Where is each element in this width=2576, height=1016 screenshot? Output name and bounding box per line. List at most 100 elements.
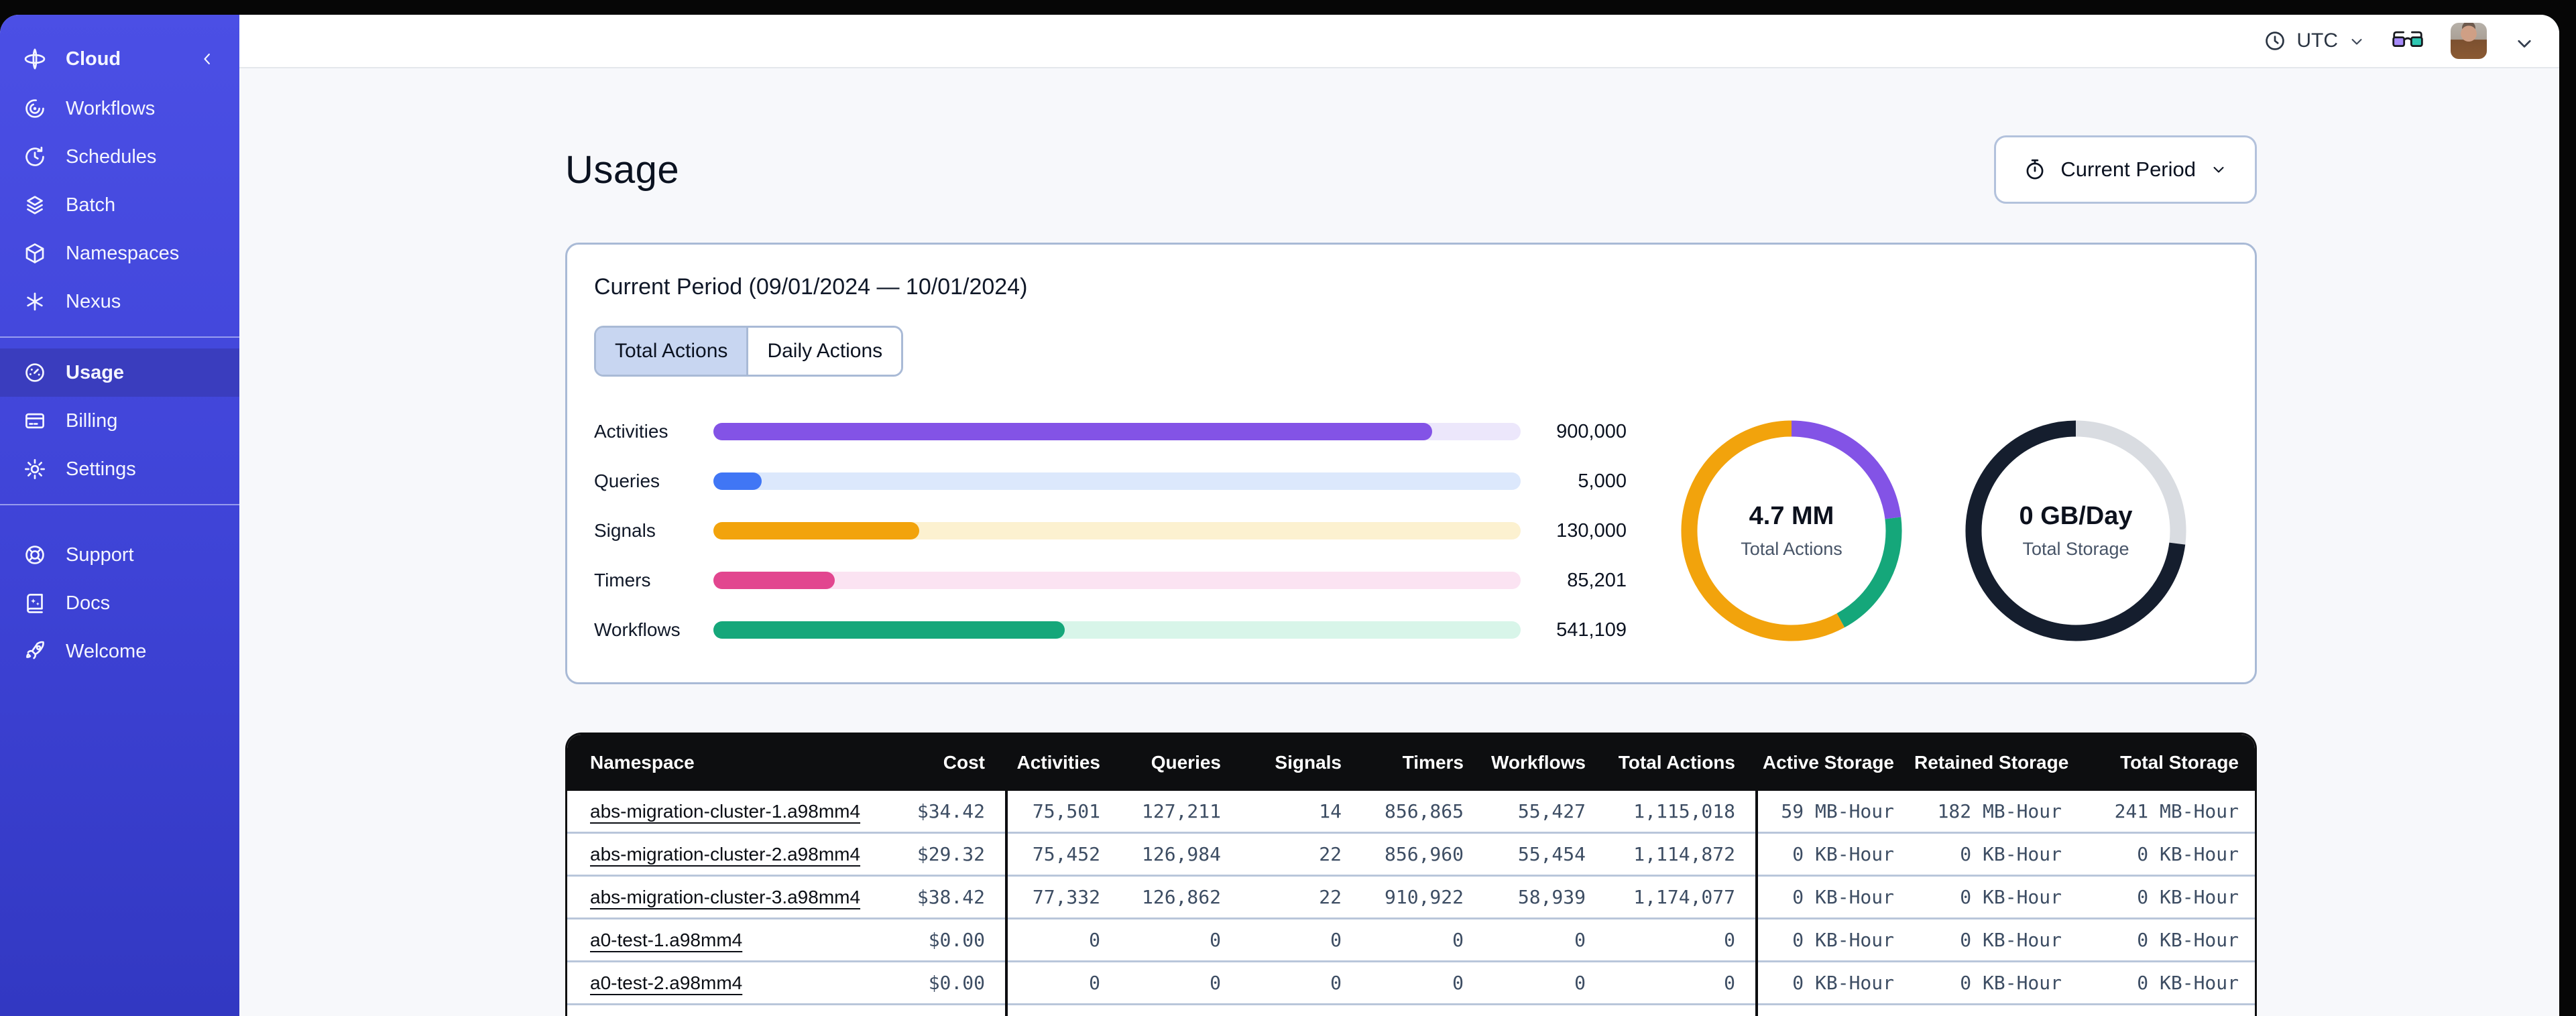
account-menu-chevron-icon <box>2518 40 2531 48</box>
sidebar-item-batch[interactable]: Batch <box>0 181 239 229</box>
page-title: Usage <box>565 147 680 192</box>
value-cell: 0 KB-Hour <box>2082 875 2255 919</box>
value-cell: 0 KB-Hour <box>1914 917 2082 962</box>
sidebar-item-label: Usage <box>66 361 125 383</box>
sidebar-brand-cloud[interactable]: Cloud <box>0 35 239 83</box>
chevron-down-icon <box>2209 160 2228 179</box>
namespace-link[interactable]: bk-worker-test.a98mm4 <box>590 1015 787 1016</box>
sidebar-item-nexus[interactable]: Nexus <box>0 277 239 326</box>
value-cell: 0 <box>1241 917 1362 962</box>
value-cell: 856,960 <box>1362 832 1484 876</box>
sidebar-item-billing[interactable]: Billing <box>0 397 239 445</box>
value-cell: 1 <box>1606 1003 1757 1016</box>
value-cell: 75,452 <box>1005 832 1120 876</box>
column-header-total-storage: Total Storage <box>2082 735 2255 791</box>
sidebar-collapse-button[interactable] <box>198 50 217 68</box>
value-cell: 0 <box>1120 1003 1241 1016</box>
bar-value: 900,000 <box>1556 420 1627 442</box>
column-header-cost: Cost <box>889 735 1006 791</box>
chevron-down-icon <box>2347 32 2365 50</box>
bar-row-signals: Signals 130,000 <box>594 519 1627 543</box>
sidebar-item-usage[interactable]: Usage <box>0 348 239 397</box>
card-title: Current Period (09/01/2024 — 10/01/2024) <box>594 274 1028 300</box>
sidebar-item-namespaces[interactable]: Namespaces <box>0 229 239 277</box>
value-cell: 856,865 <box>1384 800 1464 822</box>
value-cell: 77,332 <box>1005 875 1120 919</box>
bar-value: 85,201 <box>1567 569 1627 591</box>
bar-row-activities: Activities 900,000 <box>594 420 1627 444</box>
sidebar-item-support[interactable]: Support <box>0 531 239 579</box>
value-cell: 0 KB-Hour <box>1914 1003 2082 1016</box>
sidebar-item-workflows[interactable]: Workflows <box>0 84 239 133</box>
sidebar-item-label: Docs <box>66 592 111 614</box>
batch-icon <box>27 196 43 214</box>
donut-segment-signals <box>1681 420 1902 641</box>
nexus-icon <box>27 292 43 311</box>
value-cell: $0.00 <box>889 960 1006 1005</box>
bar-track <box>713 621 1521 639</box>
tab-total-actions[interactable]: Total Actions <box>596 328 747 375</box>
usage-bar-chart: Activities 900,000 Queries 5,000 Signals 130,… <box>594 420 1627 642</box>
namespace-cell: abs-migration-cluster-1.a98mm4 <box>567 791 889 833</box>
column-header-namespace: Namespace <box>567 735 889 791</box>
period-select-button[interactable]: Current Period <box>1994 135 2257 204</box>
bar-fill <box>713 572 835 589</box>
donut-value: 4.7 MM <box>1749 502 1834 530</box>
value-cell: $38.42 <box>889 875 1006 919</box>
value-cell: $0.00 <box>889 1003 1006 1016</box>
stopwatch-icon <box>2026 159 2044 180</box>
bar-fill <box>713 621 1065 639</box>
namespace-link[interactable]: abs-migration-cluster-2.a98mm4 <box>590 843 861 865</box>
value-cell: 0 KB-Hour <box>1914 960 2082 1005</box>
bar-fill <box>713 522 920 539</box>
value-cell: 182 MB-Hour <box>1937 800 2062 822</box>
settings-icon <box>25 459 45 479</box>
value-cell: 0 KB-Hour <box>2082 1003 2255 1016</box>
bar-value: 130,000 <box>1556 519 1627 542</box>
donut-center: 0 GB/Day Total Storage <box>1958 413 2194 649</box>
bar-label: Signals <box>594 520 656 541</box>
table-row: a0-test-2.a98mm4 $0.00 0 0 0 0 0 0 0 KB-Hour 0 KB… <box>567 960 2255 1005</box>
namespace-link[interactable]: a0-test-1.a98mm4 <box>590 929 743 950</box>
value-cell: 75,501 <box>1005 791 1120 833</box>
value-cell: 0 KB-Hour <box>2082 960 2255 1005</box>
bar-label: Workflows <box>594 619 681 640</box>
table-row: abs-migration-cluster-2.a98mm4 $29.32 75,4… <box>567 832 2255 876</box>
sidebar-item-schedules[interactable]: Schedules <box>0 133 239 181</box>
sidebar-item-welcome[interactable]: Welcome <box>0 627 239 676</box>
clock-icon <box>2263 29 2287 53</box>
bar-row-workflows: Workflows 541,109 <box>594 618 1627 642</box>
sidebar-item-label: Schedules <box>66 145 157 168</box>
value-cell: 0 <box>1362 1003 1484 1016</box>
glasses-icon <box>2392 31 2423 47</box>
namespace-cell: a0-test-1.a98mm4 <box>567 917 889 962</box>
bar-value: 5,000 <box>1578 470 1627 492</box>
sidebar-item-label: Batch <box>66 194 116 216</box>
tab-daily-actions[interactable]: Daily Actions <box>746 328 902 375</box>
sidebar-collapse-button <box>204 53 210 65</box>
value-cell: 0 <box>1362 917 1484 962</box>
donut-total-actions: 4.7 MM Total Actions <box>1674 413 1910 649</box>
namespace-link[interactable]: abs-migration-cluster-3.a98mm4 <box>590 886 861 907</box>
user-avatar[interactable] <box>2451 23 2487 59</box>
namespace-link[interactable]: a0-test-2.a98mm4 <box>590 972 743 993</box>
value-cell: 0 <box>1241 960 1362 1005</box>
usage-icon <box>25 363 44 382</box>
donut-label: Total Storage <box>2022 539 2129 559</box>
value-cell: 0 KB-Hour <box>1914 832 2082 876</box>
value-cell: 0 <box>1120 917 1241 962</box>
timezone-label: UTC <box>2296 29 2338 52</box>
bar-row-queries: Queries 5,000 <box>594 469 1627 493</box>
bar-value: 541,109 <box>1556 619 1627 641</box>
namespace-cell: abs-migration-cluster-3.a98mm4 <box>567 875 889 919</box>
bar-fill <box>713 472 762 490</box>
namespace-link[interactable]: abs-migration-cluster-1.a98mm4 <box>590 800 861 822</box>
sidebar-item-settings[interactable]: Settings <box>0 445 239 493</box>
value-cell: 1,174,077 <box>1606 875 1757 919</box>
timezone-dropdown[interactable]: UTC <box>2263 29 2365 53</box>
billing-icon <box>25 413 44 429</box>
account-menu-chevron-icon[interactable] <box>2512 31 2531 50</box>
value-cell: 0 KB-Hour <box>1755 1003 1914 1016</box>
feedback-glasses-button[interactable] <box>2390 29 2425 54</box>
sidebar-item-docs[interactable]: Docs <box>0 579 239 627</box>
